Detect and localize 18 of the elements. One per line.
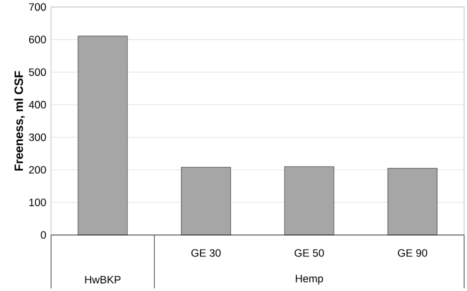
y-axis-title: Freeness, ml CSF xyxy=(14,71,25,171)
text: Hemp xyxy=(296,274,323,284)
x-tick-label: GE 30 xyxy=(191,249,221,257)
x-tick-label: GE 90 xyxy=(398,249,428,257)
y-tick-label: 300 xyxy=(28,134,46,142)
y-tick-label: 500 xyxy=(28,68,46,76)
bar xyxy=(181,166,231,236)
y-tick-label: 200 xyxy=(29,166,46,174)
y-tick-label: 700 xyxy=(29,3,46,11)
y-tick-label: 100 xyxy=(29,198,46,206)
x-tick-label: GE 50 xyxy=(294,249,324,257)
y-tick-label: 0 xyxy=(40,231,46,239)
y-tick-label: 400 xyxy=(28,100,46,108)
text: HwBKP xyxy=(85,276,121,284)
y-tick-label: 600 xyxy=(29,36,46,44)
bar xyxy=(284,166,334,236)
bar xyxy=(388,168,438,236)
bar xyxy=(78,36,128,236)
